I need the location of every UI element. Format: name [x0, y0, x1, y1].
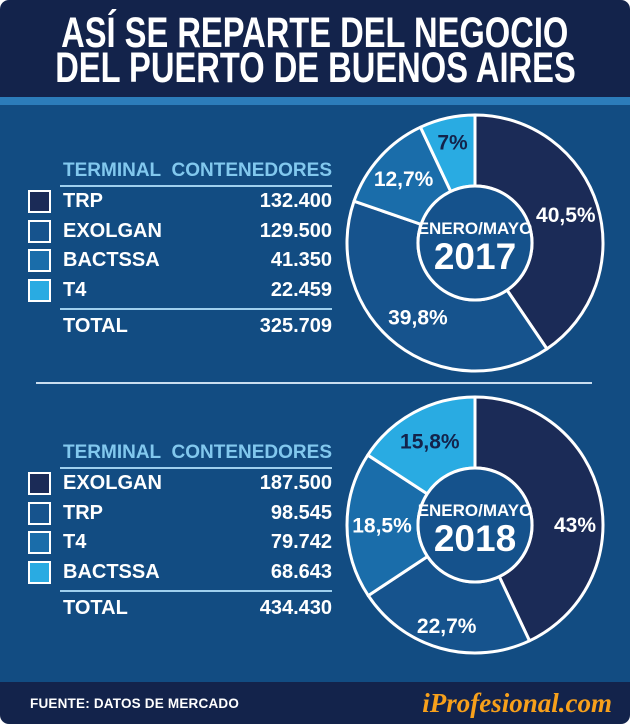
donut-percentage-label: 40,5% [536, 204, 596, 227]
table-row: TRP 132.400 [28, 187, 332, 217]
legend-color-swatch [28, 249, 51, 273]
table-body-2018: EXOLGAN 187.500 TRP 98.545 T4 79.742 BACTSSA 68… [28, 469, 332, 587]
section-divider [36, 382, 592, 384]
table-total-row-2018: TOTAL 434.430 [28, 592, 332, 624]
donut-center-year: 2017 [434, 236, 516, 277]
legend-color-swatch [28, 472, 51, 496]
column-header-contenedores: CONTENEDORES [171, 160, 332, 181]
column-header-contenedores: CONTENEDORES [171, 442, 332, 463]
source-credit: FUENTE: DATOS DE MERCADO [30, 695, 240, 711]
terminal-name: T4 [63, 278, 87, 301]
table-row: EXOLGAN 129.500 [28, 217, 332, 247]
table-row: TRP 98.545 [28, 499, 332, 529]
legend-color-swatch [28, 190, 51, 214]
table-total-row-2017: TOTAL 325.709 [28, 310, 332, 342]
donut-center-period: ENERO/MAYO [418, 501, 533, 520]
total-label: TOTAL [63, 314, 128, 337]
column-header-terminal: TERMINAL [63, 442, 162, 463]
donut-percentage-label: 18,5% [352, 514, 412, 537]
container-count: 68.643 [270, 560, 332, 583]
page-title-line-2: DEL PUERTO DE BUENOS AIRES [54, 43, 576, 92]
total-label: TOTAL [63, 596, 128, 619]
terminal-name: TRP [63, 190, 103, 213]
table-header-2017: TERMINAL CONTENEDORES [28, 158, 332, 182]
terminal-name: BACTSSA [63, 249, 160, 272]
donut-percentage-label: 39,8% [388, 307, 448, 330]
footer: FUENTE: DATOS DE MERCADO iProfesional.co… [0, 682, 630, 724]
table-header-rule [60, 467, 332, 469]
container-count: 22.459 [270, 278, 332, 301]
header-accent-stripe [0, 97, 630, 105]
brand-logo: iProfesional.com [422, 687, 612, 718]
table-row: T4 79.742 [28, 528, 332, 558]
header: ASÍ SE REPARTE DEL NEGOCIO DEL PUERTO DE… [0, 0, 630, 97]
donut-percentage-label: 22,7% [417, 615, 477, 638]
donut-center-disc [416, 184, 534, 302]
container-count: 129.500 [259, 219, 332, 242]
donut-center-disc [416, 466, 534, 584]
donut-percentage-label: 15,8% [400, 431, 460, 454]
total-value: 325.709 [259, 314, 332, 337]
table-row: BACTSSA 41.350 [28, 246, 332, 276]
legend-color-swatch [28, 278, 51, 302]
container-count: 187.500 [259, 472, 332, 495]
terminal-name: EXOLGAN [63, 472, 162, 495]
container-count: 132.400 [259, 190, 332, 213]
container-count: 41.350 [270, 249, 332, 272]
terminal-name: EXOLGAN [63, 219, 162, 242]
table-total-rule [60, 590, 332, 592]
total-value: 434.430 [259, 596, 332, 619]
table-row: BACTSSA 68.643 [28, 558, 332, 588]
table-total-rule [60, 308, 332, 310]
donut-center-period: ENERO/MAYO [418, 219, 533, 238]
container-count: 79.742 [270, 531, 332, 554]
legend-color-swatch [28, 219, 51, 243]
table-row: EXOLGAN 187.500 [28, 469, 332, 499]
page-title-line-1: ASÍ SE REPARTE DEL NEGOCIO [61, 8, 569, 57]
donut-percentage-label: 43% [554, 514, 596, 537]
table-body-2017: TRP 132.400 EXOLGAN 129.500 BACTSSA 41.350 T4 2… [28, 187, 332, 305]
container-count: 98.545 [270, 501, 332, 524]
terminal-table-2018: TERMINAL CONTENEDORES EXOLGAN 187.500 TRP 9… [28, 440, 332, 624]
legend-color-swatch [28, 560, 51, 584]
terminal-name: TRP [63, 501, 103, 524]
terminal-name: T4 [63, 531, 87, 554]
terminal-table-2017: TERMINAL CONTENEDORES TRP 132.400 EXOLGAN 1… [28, 158, 332, 342]
donut-percentage-label: 7% [437, 132, 468, 155]
legend-color-swatch [28, 501, 51, 525]
donut-percentage-label: 12,7% [374, 168, 434, 191]
table-header-rule [60, 185, 332, 187]
legend-color-swatch [28, 531, 51, 555]
table-header-2018: TERMINAL CONTENEDORES [28, 440, 332, 464]
table-row: T4 22.459 [28, 276, 332, 306]
terminal-name: BACTSSA [63, 560, 160, 583]
column-header-terminal: TERMINAL [63, 160, 162, 181]
donut-center-year: 2018 [434, 518, 516, 559]
